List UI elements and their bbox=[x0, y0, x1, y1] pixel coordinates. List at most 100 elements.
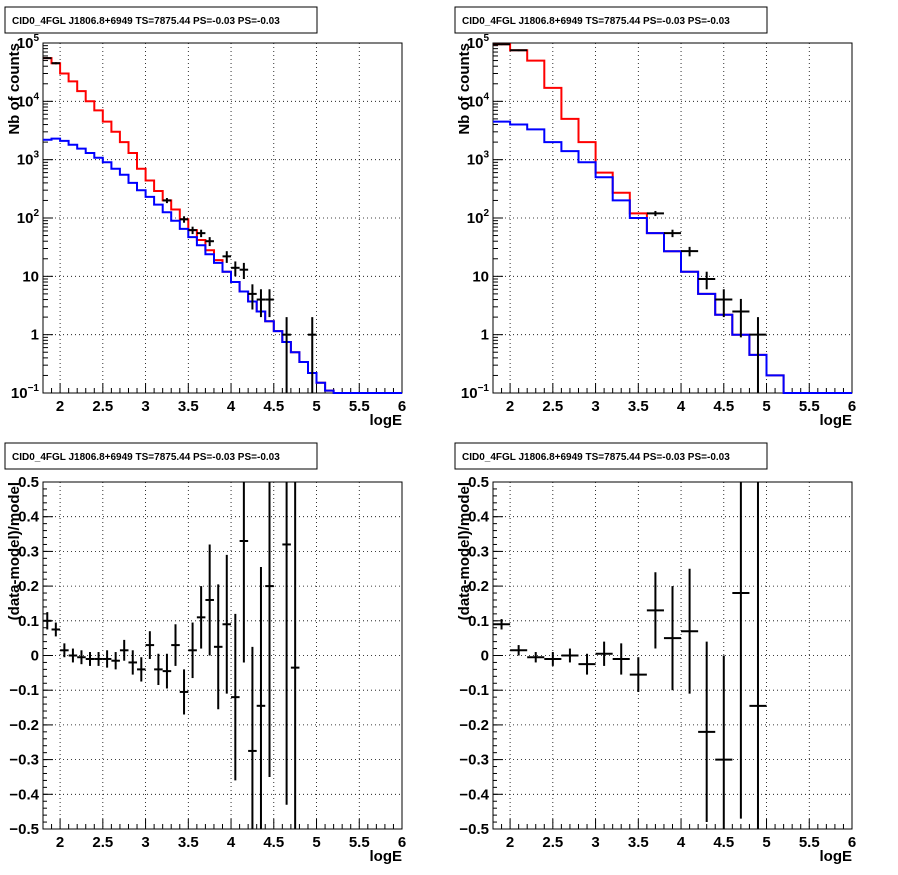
x-tick-label: 5.5 bbox=[349, 398, 370, 415]
plot-frame bbox=[492, 42, 853, 394]
x-axis-label: logE bbox=[370, 848, 403, 865]
y-tick-label: 10 bbox=[22, 268, 39, 285]
x-tick-label: 5 bbox=[312, 834, 320, 851]
y-tick-label: 0.4 bbox=[18, 509, 40, 526]
y-axis-label: Nb of counts bbox=[456, 43, 473, 135]
y-tick-label: 0.4 bbox=[468, 509, 490, 526]
y-tick-label: 104 bbox=[17, 91, 40, 110]
y-tick-label: −0.4 bbox=[9, 786, 39, 803]
y-tick-label: 0.5 bbox=[18, 474, 39, 491]
panel-title-box bbox=[4, 442, 318, 470]
y-tick-label: 0.2 bbox=[18, 578, 39, 595]
panel-title-box bbox=[454, 442, 768, 470]
y-axis-label: Nb of counts bbox=[6, 43, 23, 135]
histogram-series-1 bbox=[493, 43, 852, 394]
x-tick-label: 3.5 bbox=[628, 398, 649, 415]
x-axis-label: logE bbox=[820, 848, 853, 865]
y-tick-label: 0.3 bbox=[18, 543, 39, 560]
y-tick-label: 10 bbox=[472, 268, 489, 285]
y-tick-label: 0.5 bbox=[468, 474, 489, 491]
y-tick-label: −0.3 bbox=[459, 752, 489, 769]
chart-panel-2: CID0_4FGL J1806.8+6949 TS=7875.44 PS=-0.… bbox=[454, 6, 856, 429]
panel-title: CID0_4FGL J1806.8+6949 TS=7875.44 PS=-0.… bbox=[12, 16, 280, 27]
panel-title: CID0_4FGL J1806.8+6949 TS=7875.44 PS=-0.… bbox=[462, 16, 730, 27]
x-axis-label: logE bbox=[820, 412, 853, 429]
x-tick-label: 3 bbox=[591, 834, 599, 851]
y-tick-label: −0.1 bbox=[9, 682, 39, 699]
x-tick-label: 4.5 bbox=[713, 398, 734, 415]
y-tick-label: −0.1 bbox=[459, 682, 489, 699]
y-tick-label: 102 bbox=[467, 208, 490, 227]
y-tick-label: −0.5 bbox=[9, 821, 39, 838]
y-tick-label: −0.4 bbox=[459, 786, 489, 803]
x-tick-label: 5.5 bbox=[349, 834, 370, 851]
x-tick-label: 2.5 bbox=[92, 398, 113, 415]
x-tick-label: 4.5 bbox=[263, 834, 284, 851]
panel-title: CID0_4FGL J1806.8+6949 TS=7875.44 PS=-0.… bbox=[12, 452, 280, 463]
y-tick-label: 104 bbox=[467, 91, 490, 110]
panel-title-box bbox=[4, 6, 318, 34]
x-tick-label: 2 bbox=[506, 834, 514, 851]
y-tick-label: 10−1 bbox=[11, 383, 40, 402]
x-tick-label: 2 bbox=[56, 398, 64, 415]
chart-panel-3: CID0_4FGL J1806.8+6949 TS=7875.44 PS=-0.… bbox=[4, 442, 406, 865]
histogram-series-2 bbox=[493, 120, 852, 394]
y-tick-label: −0.2 bbox=[9, 717, 39, 734]
panel-title-box bbox=[454, 6, 768, 34]
y-tick-label: 103 bbox=[17, 150, 40, 169]
y-tick-label: 105 bbox=[467, 33, 490, 52]
x-tick-label: 6 bbox=[398, 398, 406, 415]
histogram-series-1 bbox=[43, 57, 402, 394]
y-tick-label: 102 bbox=[17, 208, 40, 227]
x-tick-label: 2 bbox=[56, 834, 64, 851]
panel-title: CID0_4FGL J1806.8+6949 TS=7875.44 PS=-0.… bbox=[462, 452, 730, 463]
y-tick-label: 0.1 bbox=[18, 613, 39, 630]
y-tick-label: 0.3 bbox=[468, 543, 489, 560]
y-tick-label: 0.1 bbox=[468, 613, 489, 630]
x-axis-label: logE bbox=[370, 412, 403, 429]
x-tick-label: 4.5 bbox=[263, 398, 284, 415]
y-tick-label: 1 bbox=[31, 327, 39, 344]
x-tick-label: 2 bbox=[506, 398, 514, 415]
y-tick-label: −0.2 bbox=[459, 717, 489, 734]
y-tick-label: 105 bbox=[17, 33, 40, 52]
x-tick-label: 5.5 bbox=[799, 398, 820, 415]
x-tick-label: 5.5 bbox=[799, 834, 820, 851]
y-tick-label: 10−1 bbox=[461, 383, 490, 402]
x-tick-label: 3.5 bbox=[628, 834, 649, 851]
x-tick-label: 3 bbox=[141, 834, 149, 851]
x-tick-label: 6 bbox=[398, 834, 406, 851]
y-tick-label: −0.3 bbox=[9, 752, 39, 769]
plot-frame bbox=[42, 42, 403, 394]
x-tick-label: 4 bbox=[677, 398, 686, 415]
x-tick-label: 3.5 bbox=[178, 834, 199, 851]
x-tick-label: 4 bbox=[227, 834, 236, 851]
chart-panel-1: CID0_4FGL J1806.8+6949 TS=7875.44 PS=-0.… bbox=[4, 6, 406, 429]
y-tick-label: 1 bbox=[481, 327, 489, 344]
x-tick-label: 4.5 bbox=[713, 834, 734, 851]
x-tick-label: 3 bbox=[141, 398, 149, 415]
x-tick-label: 4 bbox=[677, 834, 686, 851]
x-tick-label: 4 bbox=[227, 398, 236, 415]
x-tick-label: 2.5 bbox=[542, 834, 563, 851]
histogram-series-2 bbox=[43, 137, 402, 394]
y-axis-label: (data-model)/model bbox=[456, 482, 473, 620]
plot-frame bbox=[42, 481, 403, 830]
y-tick-label: −0.5 bbox=[459, 821, 489, 838]
y-axis-label: (data-model)/model bbox=[6, 482, 23, 620]
y-tick-label: 0 bbox=[481, 648, 489, 665]
y-tick-label: 0.2 bbox=[468, 578, 489, 595]
y-tick-label: 103 bbox=[467, 150, 490, 169]
x-tick-label: 2.5 bbox=[92, 834, 113, 851]
y-tick-label: 0 bbox=[31, 648, 39, 665]
x-tick-label: 2.5 bbox=[542, 398, 563, 415]
x-tick-label: 5 bbox=[312, 398, 320, 415]
x-tick-label: 5 bbox=[762, 834, 770, 851]
chart-panel-4: CID0_4FGL J1806.8+6949 TS=7875.44 PS=-0.… bbox=[454, 442, 856, 865]
x-tick-label: 5 bbox=[762, 398, 770, 415]
x-tick-label: 6 bbox=[848, 398, 856, 415]
x-tick-label: 6 bbox=[848, 834, 856, 851]
x-tick-label: 3.5 bbox=[178, 398, 199, 415]
x-tick-label: 3 bbox=[591, 398, 599, 415]
